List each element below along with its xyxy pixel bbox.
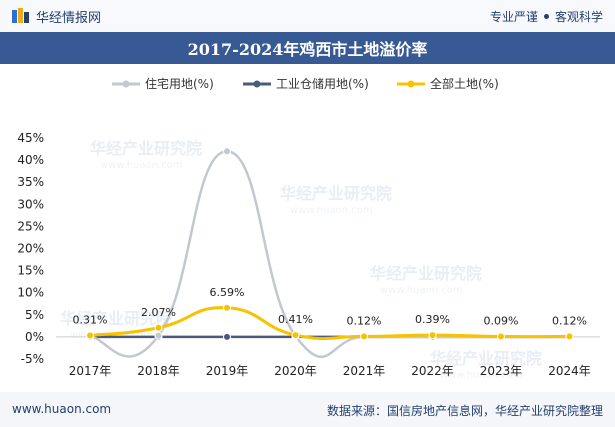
legend-label: 住宅用地(%) (145, 76, 214, 91)
x-tick-label: 2018年 (137, 364, 180, 378)
y-tick-label: 5% (25, 308, 44, 322)
series-point (291, 331, 300, 340)
legend-marker (253, 80, 261, 88)
series-point (360, 332, 368, 341)
series-point (223, 303, 231, 312)
top-bar: 华经情报网 专业严谨 客观科学 (0, 0, 615, 32)
legend: 住宅用地(%) 工业仓储用地(%) 全部土地(%) (112, 76, 499, 91)
tagline-left: 专业严谨 (489, 10, 538, 24)
y-tick-label: -5% (21, 352, 44, 366)
tagline-dot-icon (543, 14, 549, 19)
brand-name: 华经情报网 (36, 10, 102, 26)
line-chart: 华经产业研究院 www.huaon.com 华经产业研究院 www.huaon.com… (17, 76, 600, 381)
watermark-text: 华经产业研究院 (90, 139, 202, 158)
series-point (223, 332, 231, 341)
legend-marker (122, 80, 130, 88)
data-label: 0.31% (73, 314, 108, 327)
y-tick-label: 35% (17, 175, 44, 189)
watermark-text: 华经产业研究院 (430, 349, 542, 368)
data-label: 0.12% (552, 314, 587, 327)
series-layer (86, 147, 574, 359)
series-point (154, 331, 163, 340)
watermark-text: 华经产业研究院 (60, 309, 172, 328)
legend-marker (407, 80, 415, 88)
footer-website: www.huaon.com (12, 402, 112, 416)
series-point (497, 332, 505, 341)
y-tick-label: 25% (17, 219, 44, 233)
x-tick-label: 2024年 (548, 364, 591, 378)
x-tick-label: 2019年 (206, 364, 249, 378)
data-label: 2.07% (141, 306, 176, 319)
data-label: 6.59% (210, 286, 245, 299)
series-point (86, 331, 94, 340)
watermarks: 华经产业研究院 www.huaon.com 华经产业研究院 www.huaon.com… (60, 139, 542, 381)
chart-title: 2017-2024年鸡西市土地溢价率 (187, 40, 428, 59)
watermark-url: www.huaon.com (100, 160, 183, 171)
watermark-url: www.huaon.com (290, 205, 373, 216)
footer-source: 数据来源：国信房地产信息网，华经产业研究院整理 (326, 404, 603, 418)
footer: www.huaon.com 数据来源：国信房地产信息网，华经产业研究院整理 (0, 392, 615, 427)
tagline: 专业严谨 客观科学 (490, 8, 603, 25)
data-label: 0.39% (415, 313, 450, 326)
data-labels: 0.31% 2.07% 6.59% 0.41% 0.12% 0.39% 0.09% 0.12% (73, 286, 587, 328)
watermark-text: 华经产业研究院 (370, 264, 482, 283)
title-bar: 2017-2024年鸡西市土地溢价率 (0, 32, 615, 64)
x-tick-label: 2023年 (480, 364, 523, 378)
y-axis: -5% 0% 5% 10% 15% 20% 25% 30% 35% 40% 45% (17, 131, 44, 366)
x-tick-label: 2017年 (69, 364, 112, 378)
series-point (154, 323, 163, 332)
series-point (428, 331, 437, 340)
y-tick-label: 0% (25, 330, 44, 344)
legend-label: 全部土地(%) (430, 76, 499, 91)
data-label: 0.41% (278, 313, 313, 326)
y-tick-label: 40% (17, 153, 44, 167)
y-tick-label: 20% (17, 242, 44, 256)
data-label: 0.09% (484, 315, 519, 328)
series-point (565, 332, 574, 341)
watermark-url: www.huaon.com (440, 370, 523, 381)
y-tick-label: 15% (17, 264, 44, 278)
x-tick-label: 2020年 (274, 364, 317, 378)
y-tick-label: 10% (17, 286, 44, 300)
brand-logo-icon (12, 8, 29, 23)
watermark-text: 华经产业研究院 (280, 184, 392, 203)
data-label: 0.12% (347, 314, 382, 327)
tagline-right: 客观科学 (554, 10, 603, 24)
watermark-url: www.huaon.com (70, 330, 153, 341)
watermark-url: www.huaon.com (380, 285, 463, 296)
y-tick-label: 30% (17, 197, 44, 211)
legend-label: 工业仓储用地(%) (276, 76, 369, 91)
series-line (89, 306, 570, 341)
y-tick-label: 45% (17, 131, 44, 145)
x-tick-label: 2021年 (343, 364, 386, 378)
x-tick-label: 2022年 (411, 364, 454, 378)
series-point (223, 147, 231, 156)
brand: 华经情报网 (12, 7, 102, 26)
